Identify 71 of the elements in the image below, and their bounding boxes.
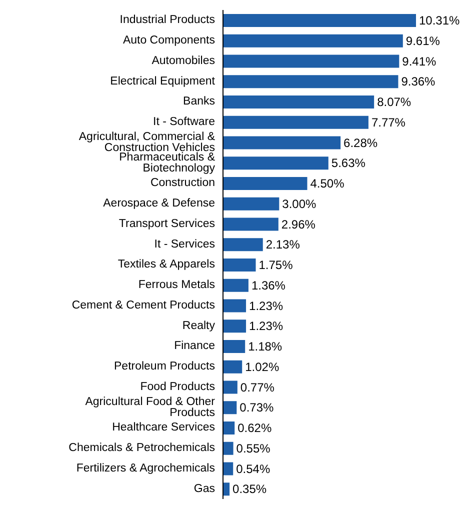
data-label: 7.77% <box>371 115 406 130</box>
data-label: 0.77% <box>240 380 275 394</box>
data-label: 1.23% <box>249 319 284 334</box>
data-label: 6.28% <box>344 136 378 150</box>
bar <box>223 320 246 333</box>
bar <box>223 238 263 252</box>
data-label: 5.63% <box>331 156 366 170</box>
data-label: 0.55% <box>236 441 271 456</box>
y-tick-label: Realty <box>182 320 216 332</box>
data-label: 9.36% <box>401 74 436 89</box>
data-label: 8.07% <box>377 95 412 109</box>
data-label: 0.73% <box>240 400 274 415</box>
data-label: 2.13% <box>266 238 300 252</box>
bar <box>223 197 280 210</box>
bar <box>223 278 248 292</box>
y-tick-label: Chemicals & Petrochemicals <box>68 442 216 454</box>
y-tick-label: Gas <box>194 482 216 495</box>
bar <box>223 96 374 108</box>
y-tick-label: Electrical Equipment <box>110 75 216 88</box>
data-label: 0.62% <box>238 421 272 435</box>
bar <box>223 75 398 88</box>
data-label: 0.35% <box>232 482 267 496</box>
bar <box>223 482 230 496</box>
data-label: 4.50% <box>310 176 345 190</box>
bar <box>223 116 368 129</box>
bar <box>223 340 246 353</box>
data-label: 2.96% <box>281 217 316 232</box>
bar <box>223 218 278 231</box>
bar <box>223 258 256 272</box>
y-tick-label: Food Products <box>140 380 216 393</box>
bar <box>223 156 328 170</box>
data-label: 1.18% <box>248 340 282 354</box>
y-tick-label: Finance <box>174 340 215 352</box>
y-tick-label: Aerospace & Defense <box>103 198 215 210</box>
y-tick-label: Petroleum Products <box>114 360 216 373</box>
y-tick-label: Healthcare Services <box>112 422 216 434</box>
data-label: 1.36% <box>251 278 286 292</box>
data-label: 3.00% <box>282 196 317 211</box>
y-tick-label: Banks <box>183 96 216 108</box>
data-label: 9.41% <box>402 54 437 68</box>
data-label: 1.23% <box>249 298 284 313</box>
bar <box>223 34 403 48</box>
bar <box>223 462 234 476</box>
data-label: 9.61% <box>406 34 440 48</box>
y-tick-label: Textiles & Apparels <box>118 258 216 271</box>
y-tick-label: Construction <box>150 177 215 190</box>
bar <box>223 422 235 434</box>
y-tick-label: Ferrous Metals <box>138 279 216 292</box>
bar <box>223 14 416 27</box>
y-tick-label: It - Software <box>153 116 215 128</box>
bar <box>223 299 246 312</box>
y-tick-label: It - Services <box>154 238 216 250</box>
bar <box>223 401 237 414</box>
bar <box>223 136 341 150</box>
data-label: 10.31% <box>419 14 460 28</box>
y-tick-label: Fertilizers & Agrochemicals <box>76 462 216 474</box>
bar <box>223 360 242 374</box>
y-tick-label: Agricultural Food & Other Products <box>85 396 216 419</box>
y-tick-label: Automobiles <box>152 54 216 67</box>
y-tick-label: Industrial Products <box>120 14 216 26</box>
bar <box>223 177 308 190</box>
data-label: 1.02% <box>245 360 280 374</box>
y-tick-label: Pharmaceuticals & Biotechnology <box>119 151 216 174</box>
y-tick-label: Transport Services <box>118 218 216 230</box>
data-label: 1.75% <box>258 258 294 272</box>
y-tick-label: Auto Components <box>122 34 216 47</box>
y-tick-label: Cement & Cement Products <box>72 299 216 312</box>
bar <box>223 442 234 455</box>
data-label: 0.54% <box>236 462 270 476</box>
bar <box>223 54 400 68</box>
bar <box>223 380 238 394</box>
